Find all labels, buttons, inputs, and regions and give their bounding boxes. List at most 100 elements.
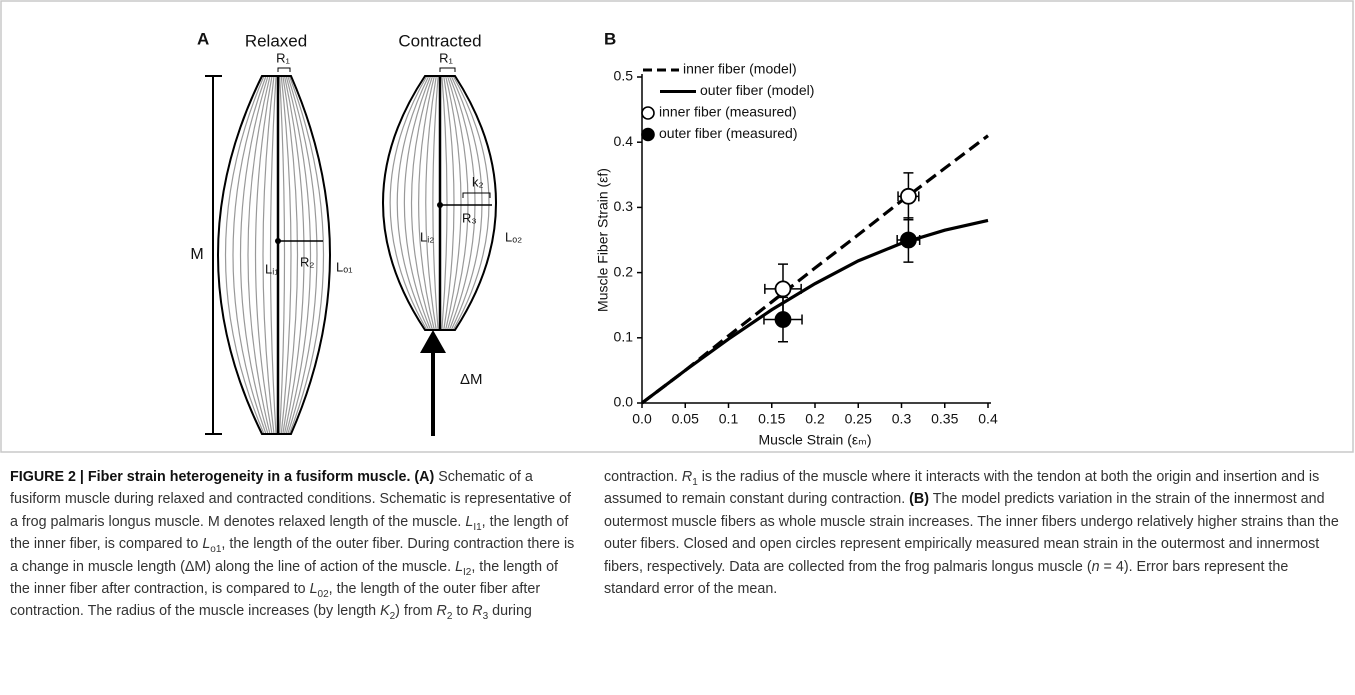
caption-run: (B) <box>909 491 930 508</box>
caption-left: FIGURE 2 | Fiber strain heterogeneity in… <box>10 466 578 623</box>
caption-run: 2 <box>446 611 453 623</box>
y-tick-label: 0.2 <box>614 263 634 279</box>
fiber <box>282 75 299 435</box>
model-line <box>641 218 989 405</box>
fiber <box>239 75 269 435</box>
relaxed-label: Relaxed <box>245 31 307 50</box>
caption-run: , the length of the outer fiber. During … <box>10 536 575 575</box>
data-point <box>774 280 792 298</box>
y-tick-label: 0.3 <box>614 198 634 214</box>
contracted-label: Contracted <box>398 31 481 50</box>
x-tick-label: 0.25 <box>845 411 872 427</box>
r1-bracket <box>277 67 291 72</box>
fiber <box>288 75 325 435</box>
legend-label: inner fiber (measured) <box>659 104 797 120</box>
figure: A Relaxed Contracted M R₁ R₁ ΔM Lᵢ₁ R₂ L… <box>0 0 1354 453</box>
caption-run: to <box>452 603 473 620</box>
caption-right: contraction. R1 is the radius of the mus… <box>604 466 1346 600</box>
x-tick-label: 0.15 <box>758 411 785 427</box>
legend-swatch <box>641 106 655 120</box>
x-tick-label: 0.1 <box>719 411 739 427</box>
caption-run: contraction. <box>604 469 682 485</box>
lo1-label: Lₒ₁ <box>336 259 353 274</box>
delta-m-label: ΔM <box>460 371 483 388</box>
fiber <box>410 75 434 331</box>
caption-run: R <box>472 603 483 620</box>
caption-run: L <box>465 513 474 530</box>
fiber <box>389 75 428 331</box>
panel-label: A <box>197 29 209 48</box>
chart: B Muscle Strain (εₘ) Muscle Fiber Strain… <box>595 29 998 447</box>
y-tick-label: 0.0 <box>614 394 634 410</box>
fiber <box>262 75 275 435</box>
legend-label: inner fiber (model) <box>683 61 797 77</box>
fiber <box>452 75 490 331</box>
caption-run: 2 <box>389 611 396 623</box>
caption-run: ) from <box>395 603 437 620</box>
caption-run: , the length of the outer fiber after co… <box>10 581 541 620</box>
fiber <box>254 75 273 435</box>
x-tick-label: 0.05 <box>672 411 699 427</box>
k2-label: k₂ <box>472 174 484 189</box>
x-tick-label: 0.2 <box>805 411 825 427</box>
caption-run: L <box>202 536 211 553</box>
r1-bracket <box>439 67 456 72</box>
caption-run: 3 <box>482 611 489 623</box>
caption-run: 02 <box>317 588 329 600</box>
caption-run: R <box>681 469 693 485</box>
y-tick-label: 0.1 <box>614 329 634 345</box>
center-dot <box>437 202 443 208</box>
li2-label: Lᵢ₂ <box>420 229 434 244</box>
fiber <box>445 75 462 331</box>
x-tick-label: 0.3 <box>892 411 912 427</box>
y-tick-label: 0.5 <box>614 68 634 84</box>
fiber <box>224 75 265 435</box>
fiber <box>232 75 267 435</box>
caption-run: = 4). Error bars represent the standard … <box>604 558 1289 598</box>
caption-run: , the length of the inner fiber after co… <box>10 558 558 598</box>
m-label: M <box>190 246 203 263</box>
panel-a: A Relaxed Contracted M R₁ R₁ ΔM <box>190 29 497 436</box>
fiber <box>441 75 448 331</box>
fiber <box>403 75 432 331</box>
fiber <box>396 75 430 331</box>
k2-bracket <box>462 192 491 198</box>
y-tick-label: 0.4 <box>614 133 634 149</box>
fiber <box>279 75 286 435</box>
data-point <box>900 187 917 205</box>
legend-label: outer fiber (model) <box>700 82 814 98</box>
fiber <box>446 75 469 331</box>
center-dot <box>275 238 281 244</box>
caption-run: R <box>436 603 447 620</box>
fiber <box>425 75 437 331</box>
muscle-outline <box>382 75 497 331</box>
fiber <box>432 75 439 331</box>
r3-label: R₃ <box>462 210 477 225</box>
r2-label: R₂ <box>300 254 314 269</box>
data-point <box>774 311 792 328</box>
caption-run: K <box>380 603 390 620</box>
muscle-outline <box>217 75 331 435</box>
caption-run: L <box>455 558 464 575</box>
fiber <box>443 75 455 331</box>
x-axis-label: Muscle Strain (εₘ) <box>759 432 872 448</box>
caption-run: o1 <box>210 544 222 556</box>
fiber <box>283 75 305 435</box>
caption-run: n <box>1091 558 1100 575</box>
fiber <box>450 75 483 331</box>
fiber <box>247 75 271 435</box>
panel-a-annotations: Lᵢ₁ R₂ Lₒ₁ k₂ R₃ Lᵢ₂ Lₒ₂ <box>265 174 522 276</box>
fiber <box>287 75 318 435</box>
legend-swatch <box>641 127 655 142</box>
x-tick-label: 0.35 <box>931 411 958 427</box>
caption-run: during <box>488 603 532 620</box>
caption-run: Schematic of a fusiform muscle during re… <box>10 469 572 530</box>
data-point <box>900 231 917 249</box>
fiber <box>418 75 435 331</box>
fiber <box>448 75 476 331</box>
r1-label: R₁ <box>276 50 290 65</box>
caption-run: I1 <box>473 521 482 533</box>
legend-label: outer fiber (measured) <box>659 125 798 141</box>
y-axis-label: Muscle Fiber Strain (εf) <box>595 168 611 312</box>
